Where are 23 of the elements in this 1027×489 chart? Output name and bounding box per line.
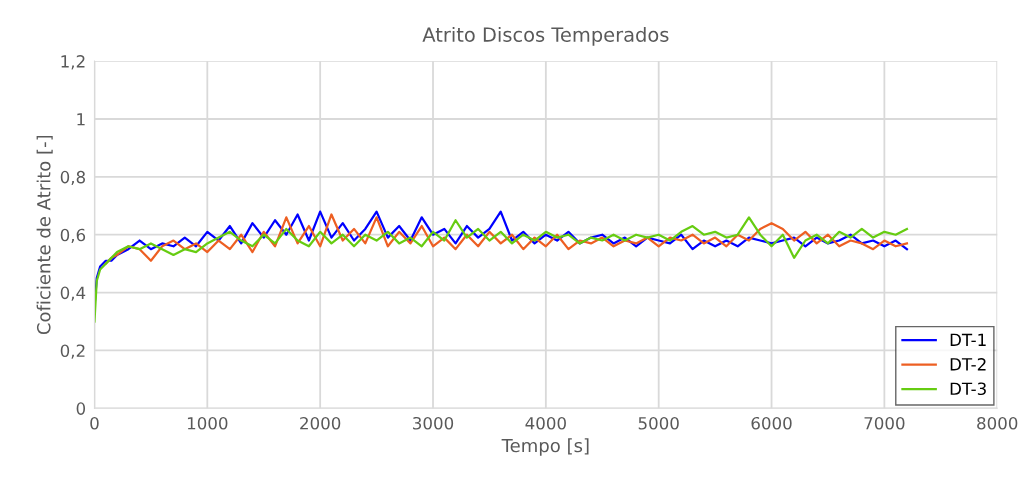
y-tick-label: 0,8 xyxy=(60,170,86,186)
x-tick-label: 3000 xyxy=(413,416,454,430)
y-tick-label: 0,2 xyxy=(60,344,85,359)
x-tick-label: 5000 xyxy=(638,416,679,430)
y-tick-label: 1 xyxy=(77,113,85,126)
legend-label: DT-2 xyxy=(950,358,986,371)
line-series xyxy=(94,216,909,323)
x-tick-label: 1000 xyxy=(187,416,228,430)
y-tick-label: 0,6 xyxy=(60,228,86,243)
y-axis-title: Coficiente de Atrito [-] xyxy=(36,135,53,335)
x-tick-label: 4000 xyxy=(525,416,566,430)
y-tick-label: 0,4 xyxy=(60,286,86,301)
x-axis-title: Tempo [s] xyxy=(501,438,589,456)
x-tick-label: 2000 xyxy=(300,416,341,430)
legend-label: DT-1 xyxy=(950,333,986,346)
x-tick-label: 0 xyxy=(90,416,99,430)
legend-label: DT-3 xyxy=(950,382,986,396)
chart-title: Atrito Discos Temperados xyxy=(422,26,669,46)
y-tick-label: 1,2 xyxy=(61,55,85,70)
x-tick-label: 6000 xyxy=(751,416,792,430)
y-tick-label: 0 xyxy=(76,402,86,415)
x-tick-label: 7000 xyxy=(864,416,905,430)
x-tick-label: 8000 xyxy=(977,416,1018,430)
